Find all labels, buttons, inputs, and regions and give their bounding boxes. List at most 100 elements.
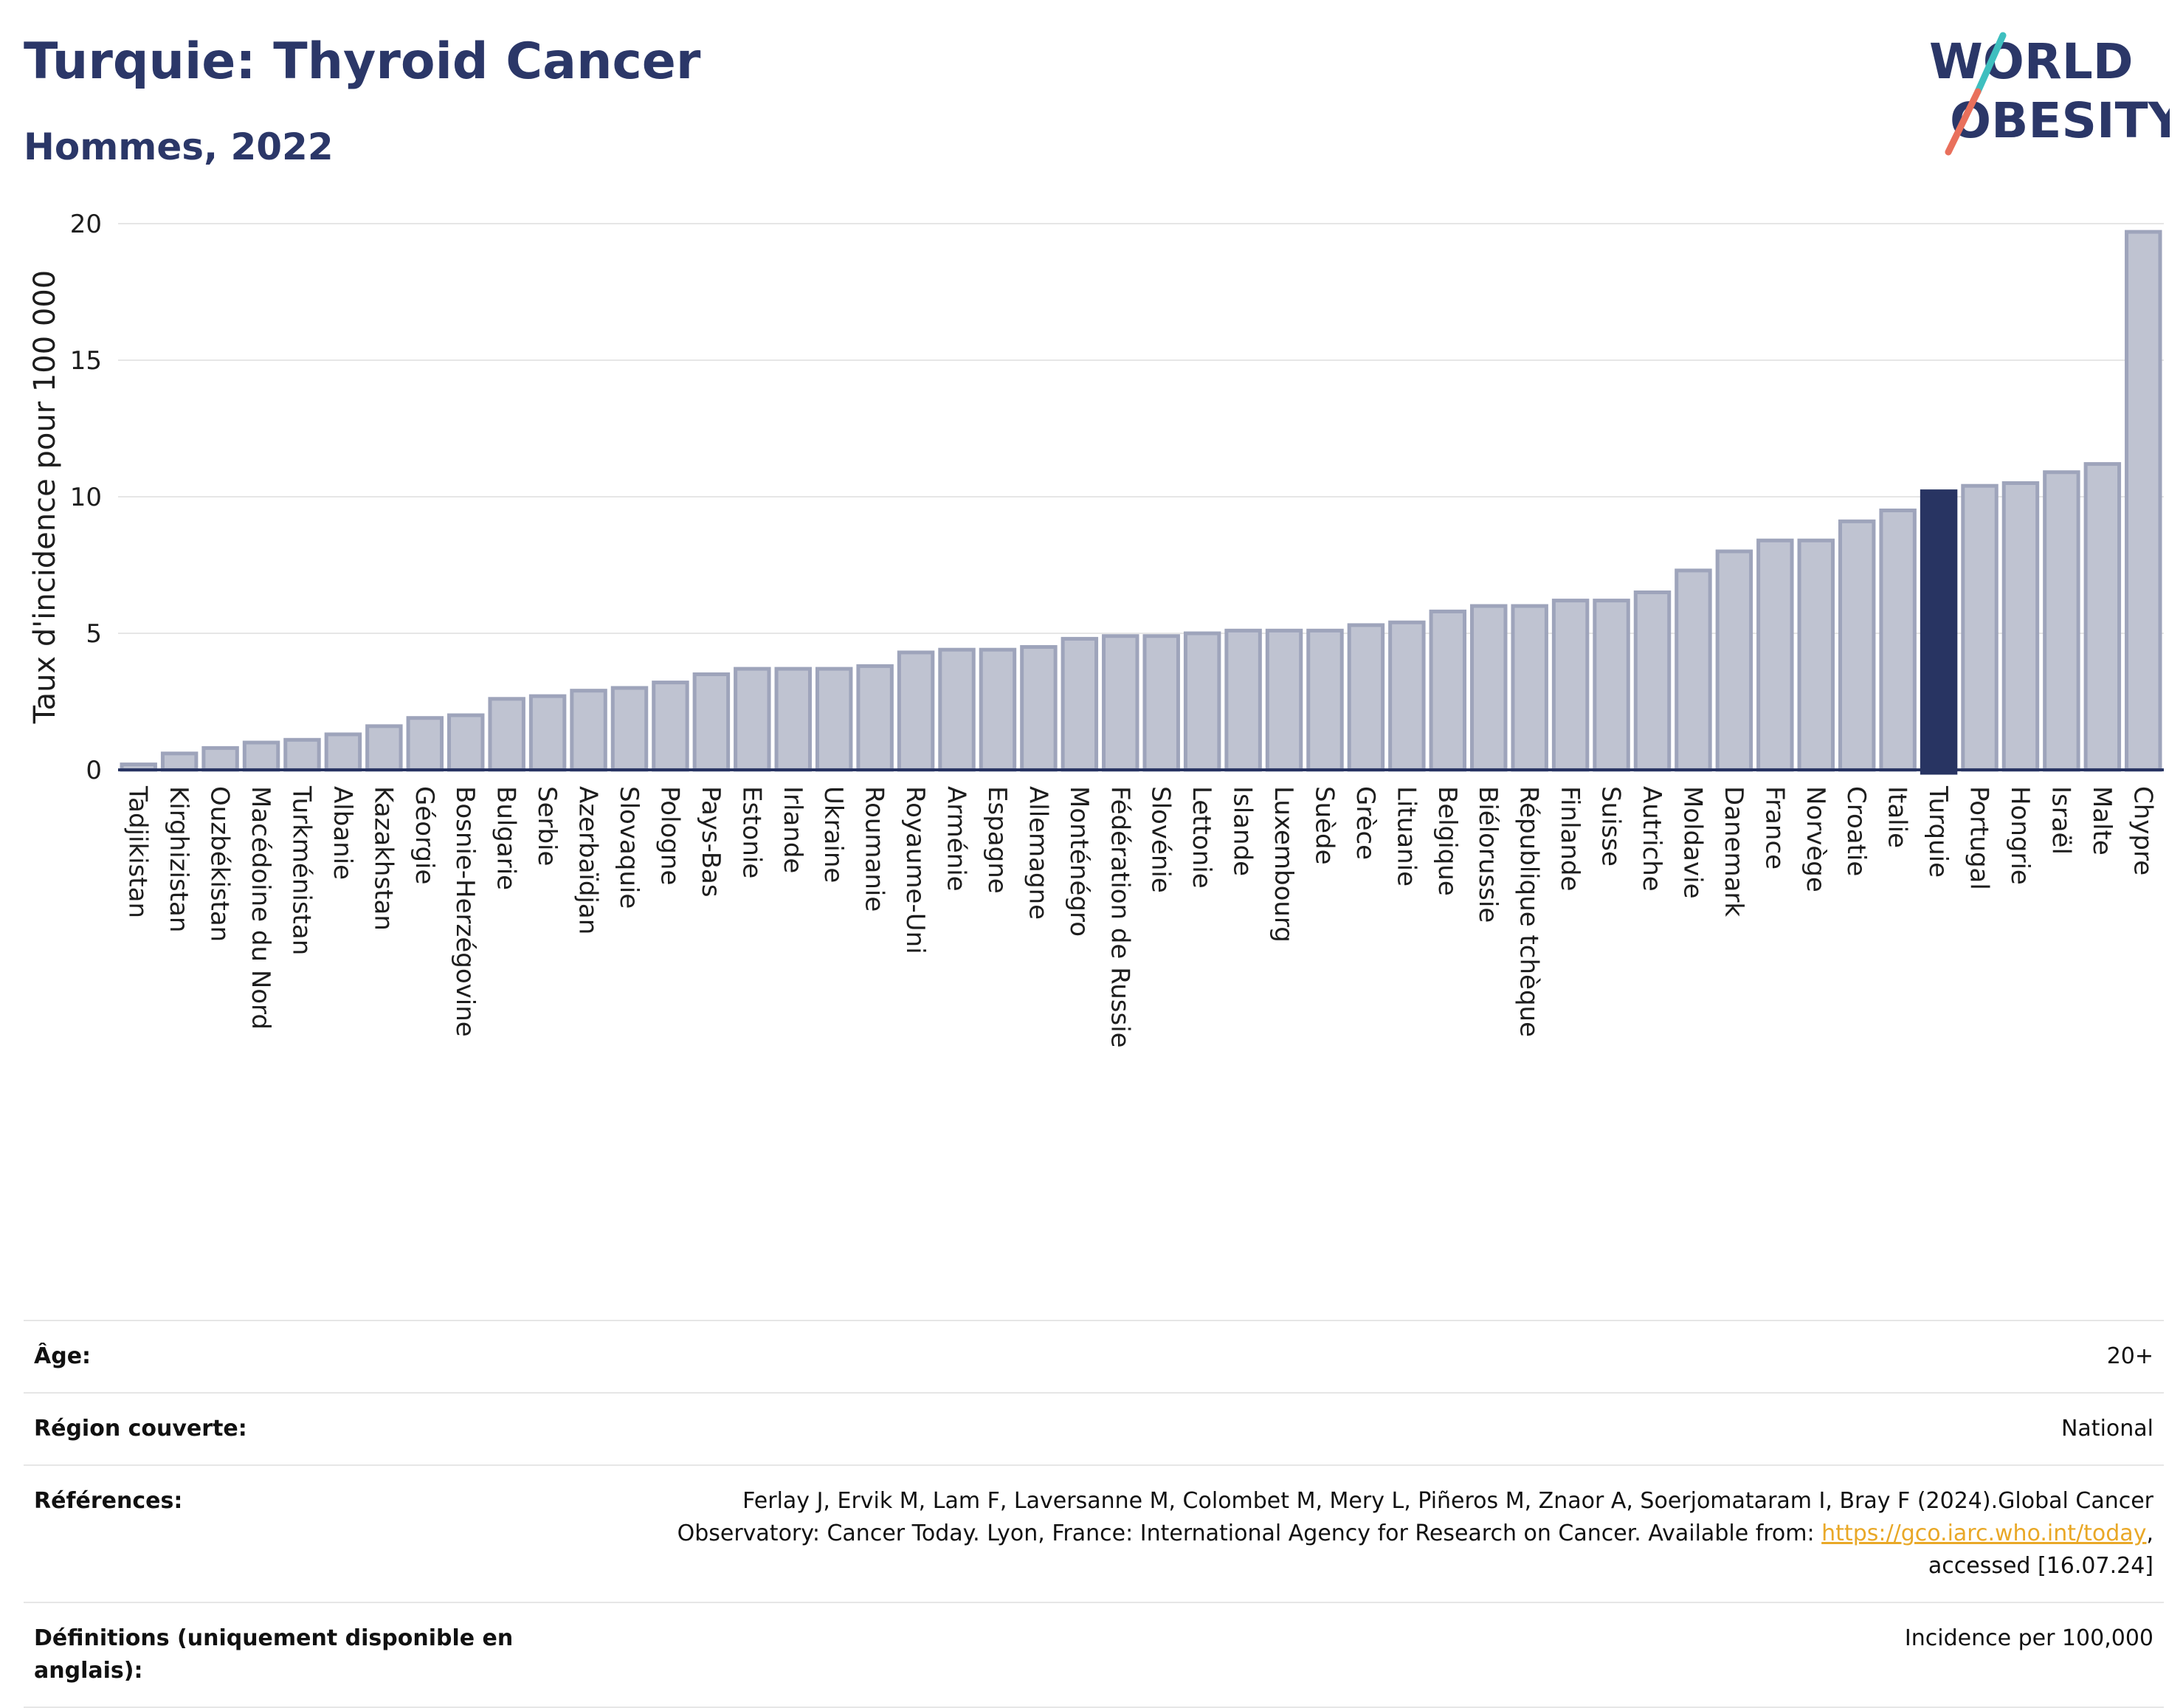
x-tick-label: Portugal <box>1965 786 1994 890</box>
bar <box>897 650 935 772</box>
x-tick-label: Allemagne <box>1023 786 1052 920</box>
bar <box>1061 636 1099 772</box>
x-tick-label: Turkménistan <box>286 785 316 955</box>
bar <box>856 664 894 772</box>
bar <box>1715 549 1753 772</box>
x-tick-label: Espagne <box>982 786 1012 894</box>
x-tick-label: Lettonie <box>1187 786 1216 889</box>
info-table: Âge: 20+ Région couverte: National Référ… <box>24 1320 2164 1708</box>
x-tick-label: Norvège <box>1801 786 1830 892</box>
bar <box>2083 462 2122 772</box>
info-row-definitions: Définitions (uniquement disponible en an… <box>24 1602 2164 1707</box>
logo-line2: OBESITY <box>1950 92 2170 149</box>
x-tick-label: Turquie <box>1923 785 1953 878</box>
bar <box>734 667 771 772</box>
y-tick-label: 5 <box>86 619 102 649</box>
x-tick-label: Malte <box>2087 786 2117 855</box>
bar <box>1961 483 1999 772</box>
info-region-value: National <box>2060 1416 2153 1442</box>
bar <box>938 647 976 772</box>
x-tick-label: Ukraine <box>818 786 848 883</box>
bar <box>1102 634 1139 772</box>
bar <box>1756 538 1794 772</box>
info-defs-value: Incidence per 100,000 <box>1904 1625 2153 1651</box>
x-tick-label: Italie <box>1883 786 1912 848</box>
y-tick-label: 15 <box>70 346 102 376</box>
info-refs-label: Références: <box>34 1488 183 1514</box>
refs-text-2: Observatory: Cancer Today. Lyon, France:… <box>677 1521 1822 1546</box>
x-tick-label: Finlande <box>1555 786 1584 891</box>
logo-slash-bottom <box>1945 88 1982 156</box>
bar <box>1142 634 1180 772</box>
world-obesity-logo: WORLD OBESITY <box>1929 32 2170 156</box>
x-tick-label: Kazakhstan <box>368 786 398 931</box>
x-tick-label: Moldavie <box>1677 786 1707 899</box>
x-tick-label: Arménie <box>942 786 971 892</box>
x-tick-label: Estonie <box>737 786 766 878</box>
x-tick-label: Luxembourg <box>1269 786 1298 943</box>
refs-text-1: Ferlay J, Ervik M, Lam F, Laversanne M, … <box>742 1488 2153 1514</box>
bar <box>1388 620 1426 772</box>
bar <box>365 724 403 772</box>
bar <box>528 694 567 772</box>
bar <box>1838 519 1876 772</box>
refs-text-3: , <box>2146 1521 2153 1546</box>
x-tick-label: Azerbaïdjan <box>573 786 603 934</box>
refs-text-4: accessed [16.07.24] <box>1928 1553 2153 1579</box>
x-tick-label: Belgique <box>1432 786 1462 896</box>
x-tick-label: France <box>1759 786 1789 870</box>
x-tick-label: Chypre <box>2128 786 2157 875</box>
x-tick-label: Roumanie <box>860 786 889 912</box>
info-refs-value: Ferlay J, Ervik M, Lam F, Laversanne M, … <box>546 1465 2164 1602</box>
page-subtitle: Hommes, 2022 <box>24 125 334 168</box>
bar <box>1797 538 1835 772</box>
bar <box>2001 481 2040 772</box>
info-row-age: Âge: 20+ <box>24 1320 2164 1393</box>
x-tick-label: Lituanie <box>1391 786 1421 886</box>
bar <box>979 647 1017 772</box>
bar <box>1593 599 1630 772</box>
bar <box>1470 604 1508 772</box>
bar <box>1551 599 1590 772</box>
bar <box>324 732 362 772</box>
x-tick-label: Kirghizistan <box>164 786 193 932</box>
bar <box>201 745 239 772</box>
x-tick-label: Serbie <box>532 786 562 866</box>
x-tick-label: Biélorussie <box>1473 786 1503 923</box>
info-row-references: Références: Ferlay J, Ervik M, Lam F, La… <box>24 1465 2164 1602</box>
bar <box>570 689 607 772</box>
x-tick-label: Fédération de Russie <box>1105 786 1134 1048</box>
x-tick-labels: Tadjikistan Kirghizistan Ouzbékistan Macédo… <box>123 785 2158 1048</box>
y-tick-label: 0 <box>86 756 102 785</box>
y-tick-labels: 0 5 10 15 20 <box>70 210 102 785</box>
bar <box>1347 623 1385 772</box>
x-tick-label: Slovénie <box>1146 786 1176 893</box>
bar <box>447 713 485 772</box>
x-tick-label: Danemark <box>1719 786 1748 917</box>
info-age-label: Âge: <box>34 1343 92 1369</box>
info-region-label: Région couverte: <box>34 1416 247 1442</box>
refs-link[interactable]: https://gco.iarc.who.int/today <box>1821 1521 2147 1546</box>
bar <box>1020 645 1058 772</box>
x-tick-label: Pologne <box>655 786 684 885</box>
bar <box>406 716 444 772</box>
x-tick-label: Macédoine du Nord <box>246 786 275 1030</box>
bar-chart: 0 5 10 15 20 Tadjikistan Kirghizistan Ouzbékis… <box>28 210 2164 1048</box>
x-tick-label: Royaume-Uni <box>900 786 930 954</box>
bar <box>815 667 853 772</box>
x-tick-label: République tchèque <box>1514 786 1544 1037</box>
x-tick-label: Islande <box>1228 786 1258 876</box>
y-axis-label: Taux d'incidence pour 100 000 <box>28 270 62 724</box>
bar <box>1306 628 1344 772</box>
bar <box>2125 230 2162 772</box>
x-tick-label: Albanie <box>328 786 357 880</box>
bar <box>1675 568 1712 772</box>
bar <box>2043 470 2080 772</box>
bar <box>488 697 525 772</box>
x-tick-label: Géorgie <box>410 786 439 884</box>
bar <box>283 737 321 772</box>
x-tick-label: Monténégro <box>1064 786 1094 937</box>
x-tick-label: Suisse <box>1596 786 1626 867</box>
x-tick-label: Grèce <box>1351 786 1380 860</box>
info-defs-label: Définitions (uniquement disponible en an… <box>34 1625 514 1684</box>
